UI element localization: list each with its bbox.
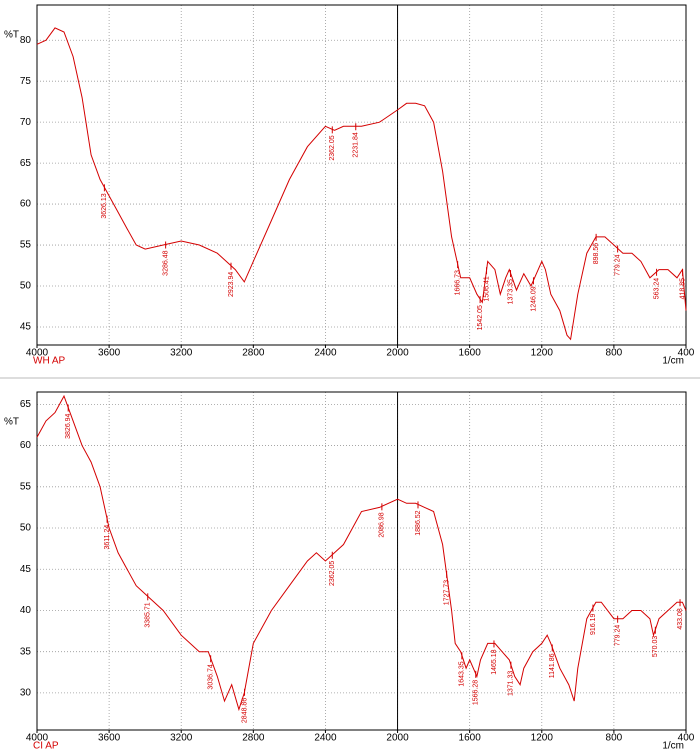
- peak-label: 1886.52: [415, 510, 422, 535]
- peak-label: 1373.35: [507, 279, 514, 304]
- y-tick-label: 65: [20, 158, 32, 169]
- x-axis-unit: 1/cm: [662, 356, 684, 367]
- x-tick-label: 2800: [242, 348, 265, 359]
- x-tick-label: 2400: [314, 348, 337, 359]
- x-tick-label: 400: [678, 733, 695, 744]
- y-tick-label: 60: [20, 440, 32, 451]
- spectrum-line: [36, 394, 687, 712]
- y-tick-label: 50: [20, 281, 32, 292]
- peak-label: 418.85: [679, 278, 686, 300]
- peak-label: 3826.94: [65, 413, 72, 438]
- x-tick-label: 800: [606, 348, 623, 359]
- y-tick-label: 35: [20, 646, 32, 657]
- x-tick-label: 2000: [386, 348, 409, 359]
- y-tick-label: 55: [20, 481, 32, 492]
- peak-label: 563.24: [653, 278, 660, 300]
- y-tick-label: 50: [20, 523, 32, 534]
- x-tick-label: 4000: [26, 733, 49, 744]
- peak-label: 1643.35: [459, 661, 466, 686]
- peak-label: 1506.41: [483, 276, 490, 301]
- peak-label: 1371.33: [508, 671, 515, 696]
- y-tick-label: 60: [20, 199, 32, 210]
- plot-frame: [36, 391, 687, 731]
- peak-label: 916.19: [590, 613, 597, 635]
- x-tick-label: 3600: [98, 733, 121, 744]
- y-tick-label: 40: [20, 605, 32, 616]
- peak-label: 3626.13: [101, 193, 108, 218]
- peak-label: 1141.86: [549, 653, 556, 678]
- peak-label: 779.24: [614, 625, 621, 647]
- x-tick-label: 400: [678, 348, 695, 359]
- peak-label: 1666.73: [454, 270, 461, 295]
- peak-label: 570.03: [652, 636, 659, 658]
- peak-label: 2848.86: [241, 698, 248, 723]
- peak-label: 2231.84: [353, 132, 360, 157]
- y-tick-label: 75: [20, 76, 32, 87]
- y-axis-label: %T: [4, 417, 19, 428]
- peak-label: 2086.98: [379, 512, 386, 537]
- y-tick-label: 65: [20, 399, 32, 410]
- x-tick-label: 2800: [242, 733, 265, 744]
- x-tick-label: 800: [606, 733, 623, 744]
- peak-label: 1727.73: [443, 580, 450, 605]
- peak-label: 3611.24: [104, 525, 111, 550]
- peak-label: 2362.05: [329, 561, 336, 586]
- y-tick-label: 45: [20, 322, 32, 333]
- peak-label: 1566.28: [473, 680, 480, 705]
- sample-label: CI AP: [33, 741, 59, 752]
- x-tick-label: 4000: [26, 348, 49, 359]
- peak-label: 2362.05: [329, 135, 336, 160]
- peak-label: 1542.05: [477, 305, 484, 330]
- peak-label: 3385.71: [145, 602, 152, 627]
- y-axis-label: %T: [4, 30, 19, 41]
- y-tick-label: 30: [20, 688, 32, 699]
- sample-label: WH AP: [33, 356, 66, 367]
- peak-label: 3286.48: [162, 250, 169, 275]
- peak-label: 2923.94: [228, 272, 235, 297]
- x-tick-label: 3600: [98, 348, 121, 359]
- y-tick-label: 45: [20, 564, 32, 575]
- spectrum-line: [36, 27, 687, 341]
- x-tick-label: 2000: [386, 733, 409, 744]
- peak-label: 898.56: [593, 243, 600, 265]
- x-tick-label: 3200: [170, 348, 193, 359]
- peak-label: 3036.74: [207, 664, 214, 689]
- peak-label: 1246.09: [530, 286, 537, 311]
- x-tick-label: 1200: [531, 733, 554, 744]
- peak-label: 1465.18: [491, 649, 498, 674]
- x-axis-unit: 1/cm: [662, 741, 684, 752]
- y-tick-label: 55: [20, 240, 32, 251]
- peak-label: 433.08: [677, 608, 684, 630]
- x-tick-label: 1600: [459, 733, 482, 744]
- plot-frame: [36, 4, 687, 346]
- y-tick-label: 80: [20, 35, 32, 46]
- x-tick-label: 1600: [459, 348, 482, 359]
- x-tick-label: 3200: [170, 733, 193, 744]
- x-tick-label: 1200: [531, 348, 554, 359]
- x-tick-label: 2400: [314, 733, 337, 744]
- y-tick-label: 70: [20, 117, 32, 128]
- peak-label: 779.24: [614, 254, 621, 276]
